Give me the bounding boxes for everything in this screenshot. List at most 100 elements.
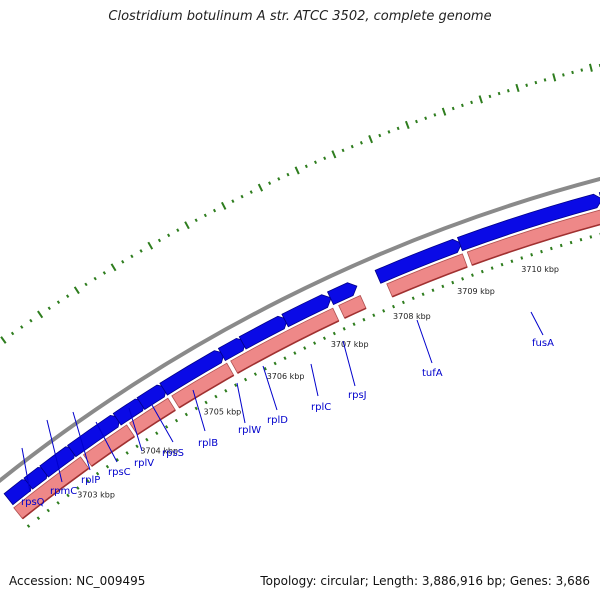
gc-tick <box>368 135 374 144</box>
inner-tick <box>66 493 70 498</box>
inner-tick <box>392 304 396 309</box>
scale-ticks: 3703 kbp 3704 kbp 3705 kbp 3706 kbp 3707 kbp… <box>26 232 600 528</box>
reverse-strand-track <box>13 209 600 520</box>
inner-tick <box>253 372 258 376</box>
gc-tick <box>194 218 198 223</box>
inner-tick <box>589 235 593 239</box>
genome-title: Clostridium botulinum A str. ATCC 3502, … <box>108 9 492 24</box>
gene-leader <box>262 365 278 411</box>
gc-tick <box>277 177 281 181</box>
reverse-edge <box>91 435 135 467</box>
inner-tick <box>372 313 376 318</box>
gc-tick <box>396 126 400 131</box>
scale-label: 3705 kbp <box>204 407 242 416</box>
gc-tick <box>552 73 557 82</box>
gene-leader <box>192 389 206 432</box>
gc-tick <box>424 116 428 120</box>
inner-tick <box>243 377 248 382</box>
gc-tick <box>29 318 33 323</box>
inner-tick <box>470 273 474 277</box>
gene-label-rplC: rplC <box>311 402 331 413</box>
gc-tick <box>20 325 24 329</box>
gc-tick <box>497 91 501 96</box>
inner-tick <box>224 389 228 393</box>
gene-leader <box>151 404 174 443</box>
gc-tick <box>110 263 117 272</box>
gene-label-rplP: rplP <box>81 475 100 486</box>
scale-label: 3706 kbp <box>267 372 305 381</box>
gc-tick <box>562 73 565 77</box>
inner-tick <box>184 412 188 417</box>
gc-tick <box>0 336 7 344</box>
gc-tick <box>341 148 345 153</box>
gene-label-fusA: fusA <box>532 338 554 349</box>
inner-tick <box>441 284 445 289</box>
gene-label-rpsJ: rpsJ <box>348 390 367 401</box>
gc-tick <box>212 208 217 213</box>
genome-summary: Topology: circular; Length: 3,886,916 bp… <box>260 574 590 588</box>
inner-tick <box>500 262 504 267</box>
reverse-edge <box>391 266 468 298</box>
gc-tick <box>588 63 593 72</box>
gc-tick <box>10 331 15 336</box>
inner-tick <box>480 269 484 274</box>
gc-tick <box>571 70 574 75</box>
gc-tick <box>240 194 244 199</box>
inner-tick <box>461 277 465 281</box>
inner-tick <box>26 524 31 528</box>
gc-tick <box>387 130 391 134</box>
inner-tick <box>194 406 198 411</box>
gene-leader <box>95 421 118 463</box>
gc-tick <box>506 88 510 93</box>
inner-tick <box>303 346 307 350</box>
gc-tick <box>488 94 492 99</box>
gc-tick <box>294 166 300 175</box>
inner-tick <box>549 246 553 251</box>
gene-leader <box>416 319 433 364</box>
inner-tick <box>115 457 119 462</box>
gene-leader <box>128 407 143 452</box>
gc-tick <box>543 78 547 82</box>
gc-tick <box>304 164 308 169</box>
scale-label: 3704 kbp <box>140 447 178 456</box>
scale-label: 3710 kbp <box>521 265 559 274</box>
gene-leader <box>310 363 319 397</box>
reverse-edge <box>471 223 600 266</box>
inner-tick <box>401 300 405 305</box>
inner-tick <box>342 327 346 331</box>
inner-tick <box>214 394 218 399</box>
inner-tick <box>332 331 336 336</box>
gene-label-rpmC: rpmC <box>50 486 77 497</box>
forward-gene <box>374 238 463 284</box>
gc-tick <box>257 183 264 192</box>
inner-tick <box>510 259 514 264</box>
inner-tick <box>76 486 80 490</box>
gc-tick <box>157 238 162 243</box>
inner-tick <box>36 516 41 521</box>
gene-label-rplB: rplB <box>198 438 218 449</box>
inner-tick <box>431 288 435 293</box>
inner-tick <box>105 464 110 469</box>
gc-skew-track <box>0 63 600 344</box>
gc-tick <box>139 249 143 253</box>
gc-tick <box>65 294 70 298</box>
gc-tick <box>313 160 318 165</box>
reverse-edge <box>178 374 235 409</box>
gc-tick <box>147 241 154 250</box>
inner-tick <box>56 501 60 505</box>
gc-tick <box>286 172 290 177</box>
gc-tick <box>470 100 474 105</box>
gene-leader <box>530 311 544 336</box>
inner-tick <box>451 280 455 285</box>
gc-tick <box>221 201 227 210</box>
gc-tick <box>56 300 61 304</box>
inner-tick <box>263 366 267 371</box>
scale-label: 3707 kbp <box>331 340 369 349</box>
gc-tick <box>167 233 171 238</box>
gc-tick <box>478 95 483 104</box>
inner-tick <box>559 243 563 248</box>
gc-tick <box>460 103 464 108</box>
gc-tick <box>404 120 410 130</box>
gene-leader <box>342 340 356 387</box>
